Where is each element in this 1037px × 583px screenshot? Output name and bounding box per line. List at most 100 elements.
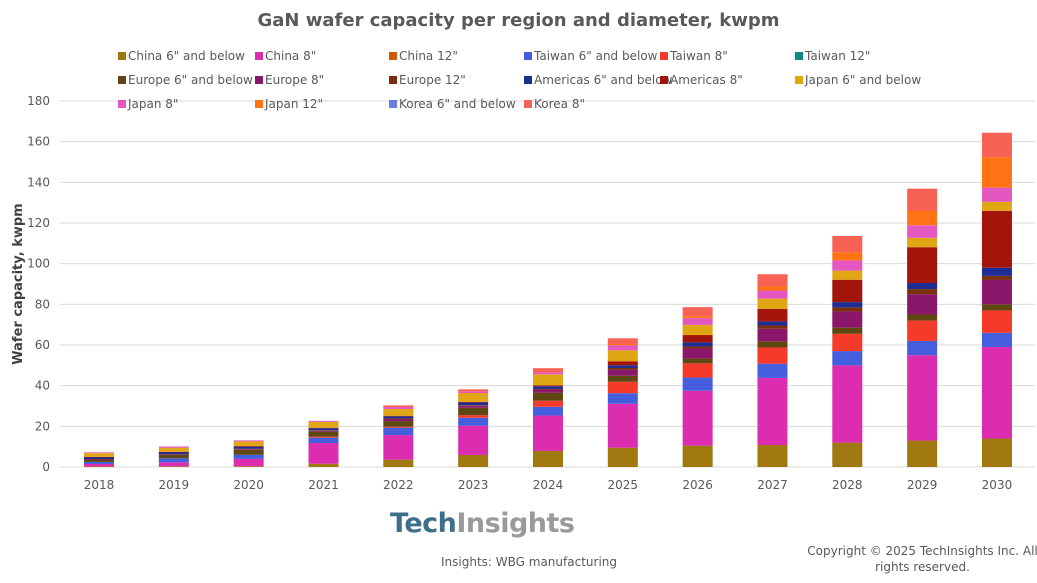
bar-segment [84,456,114,458]
legend-swatch [524,76,532,84]
bar-segment [84,461,114,464]
bar-segment [832,260,863,271]
bar-segment [832,442,863,467]
bar-segment [757,290,788,299]
bar-segment [458,425,489,456]
bar-segment [682,390,713,446]
bar-segment [532,368,563,373]
x-tick-label: 2024 [533,478,564,492]
bar-segment [607,361,638,366]
legend-swatch [255,76,263,84]
bar-segment [84,459,114,460]
bar-segment [308,430,339,432]
bar-segment [607,365,638,368]
y-tick-label: 0 [42,460,50,474]
bar-segment [682,358,713,364]
y-axis-label: Wafer capacity, kwpm [11,203,26,364]
legend-item: Japan 12" [255,97,323,111]
bar-segment [907,320,938,341]
bar-segment [458,405,489,406]
bar-segment [308,437,339,444]
legend-label: Taiwan 12" [804,49,870,63]
x-tick-label: 2025 [608,478,639,492]
bar-segment [458,405,489,408]
legend-label: China 6" and below [128,49,245,63]
bar-segment [682,445,713,467]
legend-swatch [660,52,668,60]
bar-segment [832,270,863,280]
bar-segment [308,431,339,437]
x-tick-label: 2030 [982,478,1013,492]
y-tick-label: 180 [27,94,50,108]
bar-segment [907,289,938,295]
bar-segment [458,455,489,467]
legend-label: Japan 12" [264,97,323,111]
x-tick-label: 2023 [458,478,489,492]
bar-segment [757,328,788,342]
bar-segment [832,311,863,328]
bar-segment [907,211,938,226]
y-tick-label: 140 [27,175,50,189]
bar-segment [532,406,563,416]
bar-segment [607,375,638,382]
x-tick-label: 2027 [757,478,788,492]
legend-swatch [389,52,397,60]
legend-item: Taiwan 12" [795,49,870,63]
bar-segment [757,377,788,446]
legend-label: China 12" [399,49,458,63]
bar-segment [383,419,414,422]
bar-segment [158,458,189,463]
legend-label: Japan 6" and below [804,73,921,87]
bar-segment [981,267,1012,276]
legend-label: Korea 6" and below [399,97,516,111]
bar-segment [607,338,638,344]
legend-swatch [660,76,668,84]
x-tick-label: 2028 [832,478,863,492]
bar-segment [757,347,788,364]
bar-segment [757,325,788,329]
x-tick-label: 2026 [682,478,713,492]
bar-segment [981,310,1012,333]
bar-segment [832,252,863,261]
legend-item: China 12" [389,49,458,63]
bar-segment [84,459,114,460]
y-tick-label: 100 [27,257,50,271]
legend-swatch [795,52,803,60]
bar-segment [532,415,563,451]
x-tick-label: 2021 [308,478,339,492]
bar-segment [458,415,489,418]
legend-item: Americas 8" [660,73,743,87]
bar-segment [981,157,1012,188]
y-tick-label: 20 [35,419,50,433]
bar-segment [907,282,938,290]
y-tick-label: 40 [35,379,50,393]
bar-segment [832,302,863,308]
legend-label: Americas 6" and below [534,73,673,87]
bar-segment [233,454,264,459]
chart-title: GaN wafer capacity per region and diamet… [257,10,780,31]
bar-segment [84,457,114,460]
x-tick-label: 2018 [84,478,115,492]
bar-segment [832,327,863,334]
legend-label: Europe 12" [399,73,466,87]
x-tick-label: 2029 [907,478,938,492]
bar-segment [458,407,489,416]
x-axis-ticks: 2018 2019 2020 2021 2022 2023 2024 2025 2026 2027… [84,478,1013,492]
legend-swatch [524,52,532,60]
bar-segment [757,286,788,291]
bar-segment [233,449,264,455]
legend-item: Americas 6" and below [524,73,673,87]
bar-segment [532,386,563,389]
bar-segment [682,316,713,319]
bar-segment [458,392,489,402]
bar-segment [383,435,414,460]
bar-segment [233,448,264,450]
bar-segment [832,236,863,253]
bar-segment [308,420,339,422]
bar-segment [981,201,1012,211]
bar-segment [607,367,638,370]
x-tick-label: 2020 [233,478,264,492]
bar-segment [682,348,713,359]
bar-segment [158,454,189,456]
